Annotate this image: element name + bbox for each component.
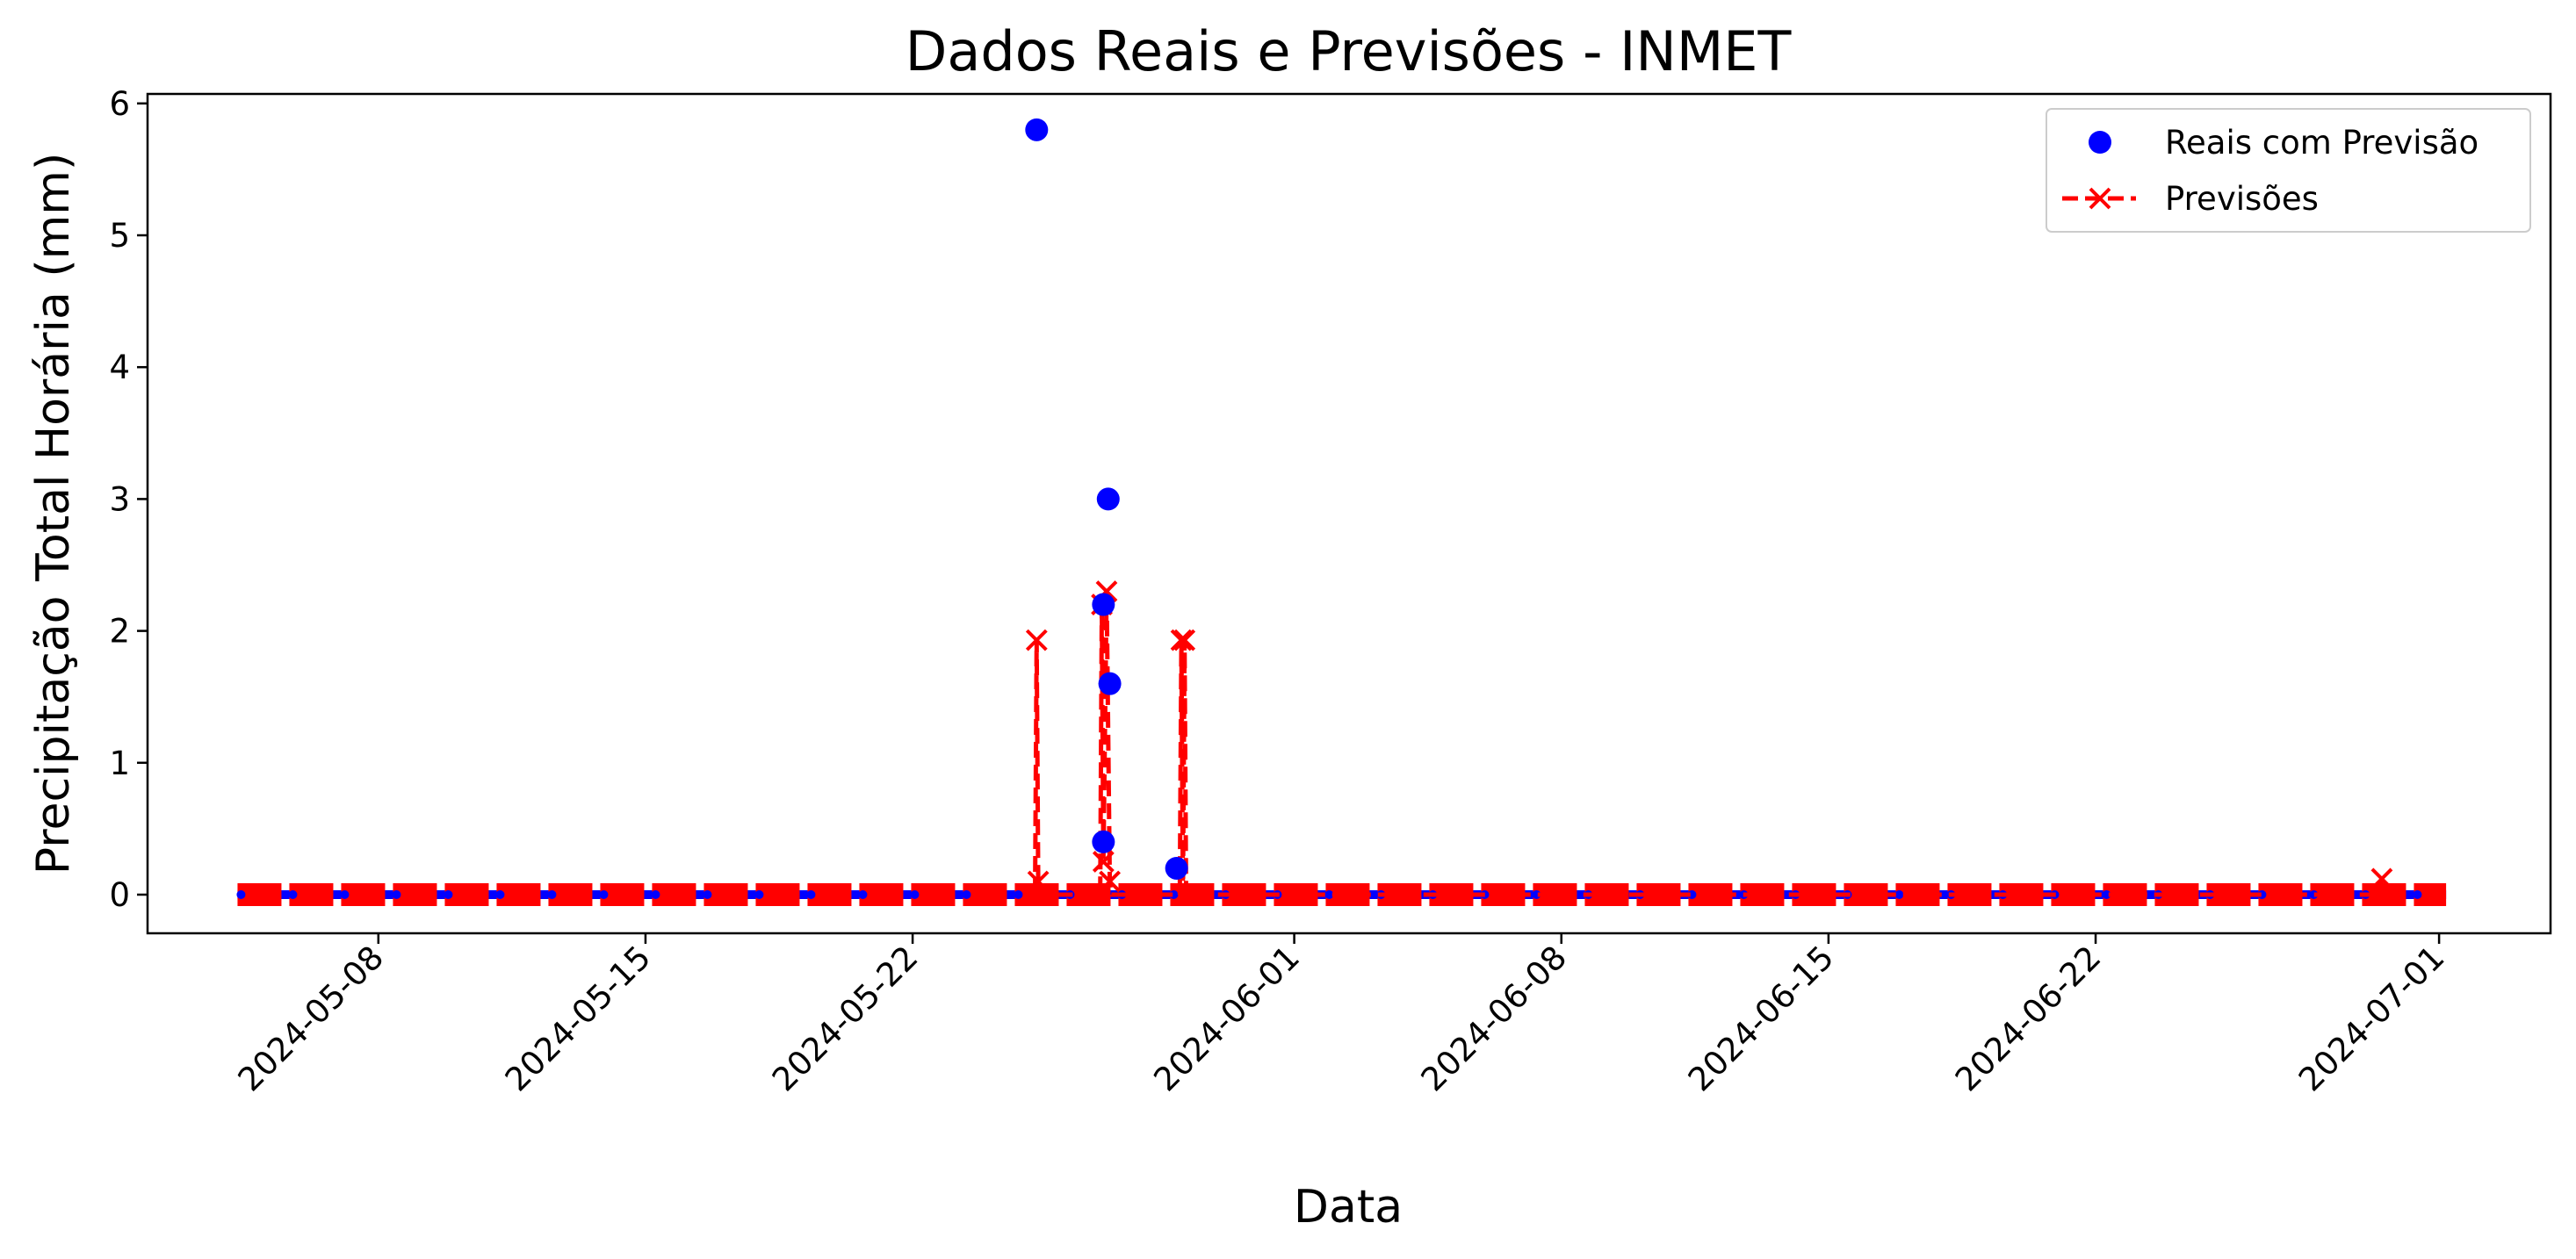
baseline-real-point xyxy=(288,890,298,899)
x-axis-label: Data xyxy=(1294,1181,1403,1234)
baseline-real-point xyxy=(962,890,971,899)
y-tick-label: 6 xyxy=(109,85,130,123)
y-tick-label: 0 xyxy=(109,876,130,914)
x-tick-label: 2024-06-22 xyxy=(1948,939,2108,1098)
baseline-real-point xyxy=(806,890,816,899)
real-point xyxy=(1092,593,1115,616)
y-tick-label: 1 xyxy=(109,745,130,782)
baseline-real-point xyxy=(547,890,557,899)
baseline-real-point xyxy=(392,890,401,899)
x-tick-label: 2024-05-15 xyxy=(498,939,658,1098)
baseline-real-point xyxy=(1014,890,1023,899)
forecast-point xyxy=(1173,629,1196,651)
real-point xyxy=(1092,830,1115,853)
legend-label-reais: Reais com Previsão xyxy=(2165,124,2479,162)
legend: Reais com Previsão Previsões xyxy=(2046,108,2531,233)
legend-label-previsoes: Previsões xyxy=(2165,180,2319,218)
baseline-real-point xyxy=(651,890,660,899)
forecast-line xyxy=(1033,591,2386,897)
baseline-real-point xyxy=(340,890,350,899)
chart-title: Dados Reais e Previsões - INMET xyxy=(906,19,1793,83)
x-tick-label: 2024-07-01 xyxy=(2291,939,2451,1098)
y-tick-label: 3 xyxy=(109,480,130,518)
y-axis: 0 1 2 3 4 5 6 xyxy=(109,85,148,914)
baseline-real-point xyxy=(1894,890,1904,899)
baseline-real-point xyxy=(444,890,453,899)
baseline-real-point xyxy=(599,890,609,899)
legend-frame xyxy=(2046,108,2531,233)
x-tick-label: 2024-06-01 xyxy=(1147,939,1307,1098)
y-tick-label: 4 xyxy=(109,349,130,386)
forecast-point xyxy=(1170,629,1193,651)
baseline-real-point xyxy=(495,890,505,899)
forecast-point xyxy=(1092,851,1115,873)
real-point xyxy=(1165,856,1188,880)
baseline-real-point xyxy=(858,890,868,899)
real-point xyxy=(1025,118,1049,141)
x-tick-label: 2024-06-15 xyxy=(1681,939,1841,1098)
x-tick-label: 2024-06-08 xyxy=(1414,939,1574,1098)
plot-area xyxy=(236,118,2447,906)
y-tick-label: 5 xyxy=(109,217,130,255)
baseline-real-point xyxy=(910,890,920,899)
baseline-real-point xyxy=(703,890,712,899)
forecast-point xyxy=(1099,870,1122,893)
x-axis: 2024-05-08 2024-05-15 2024-05-22 2024-06-01… xyxy=(231,933,2451,1098)
x-tick-label: 2024-05-08 xyxy=(231,939,391,1098)
real-point xyxy=(1098,672,1122,695)
baseline-real-point xyxy=(236,890,246,899)
y-tick-label: 2 xyxy=(109,613,130,651)
baseline-real-point xyxy=(1324,890,1334,899)
y-axis-label: Precipitação Total Horária (mm) xyxy=(27,153,80,874)
baseline-real-point xyxy=(2413,890,2422,899)
plot-frame xyxy=(146,92,2552,935)
legend-marker-previsoes xyxy=(2089,187,2111,210)
legend-marker-reais xyxy=(2089,131,2111,154)
forecast-point xyxy=(1027,870,1050,893)
forecast-point xyxy=(1025,629,1048,651)
x-tick-label: 2024-05-22 xyxy=(765,939,925,1098)
forecast-point xyxy=(2370,867,2393,890)
real-point xyxy=(1096,487,1120,511)
baseline-real-point xyxy=(754,890,764,899)
